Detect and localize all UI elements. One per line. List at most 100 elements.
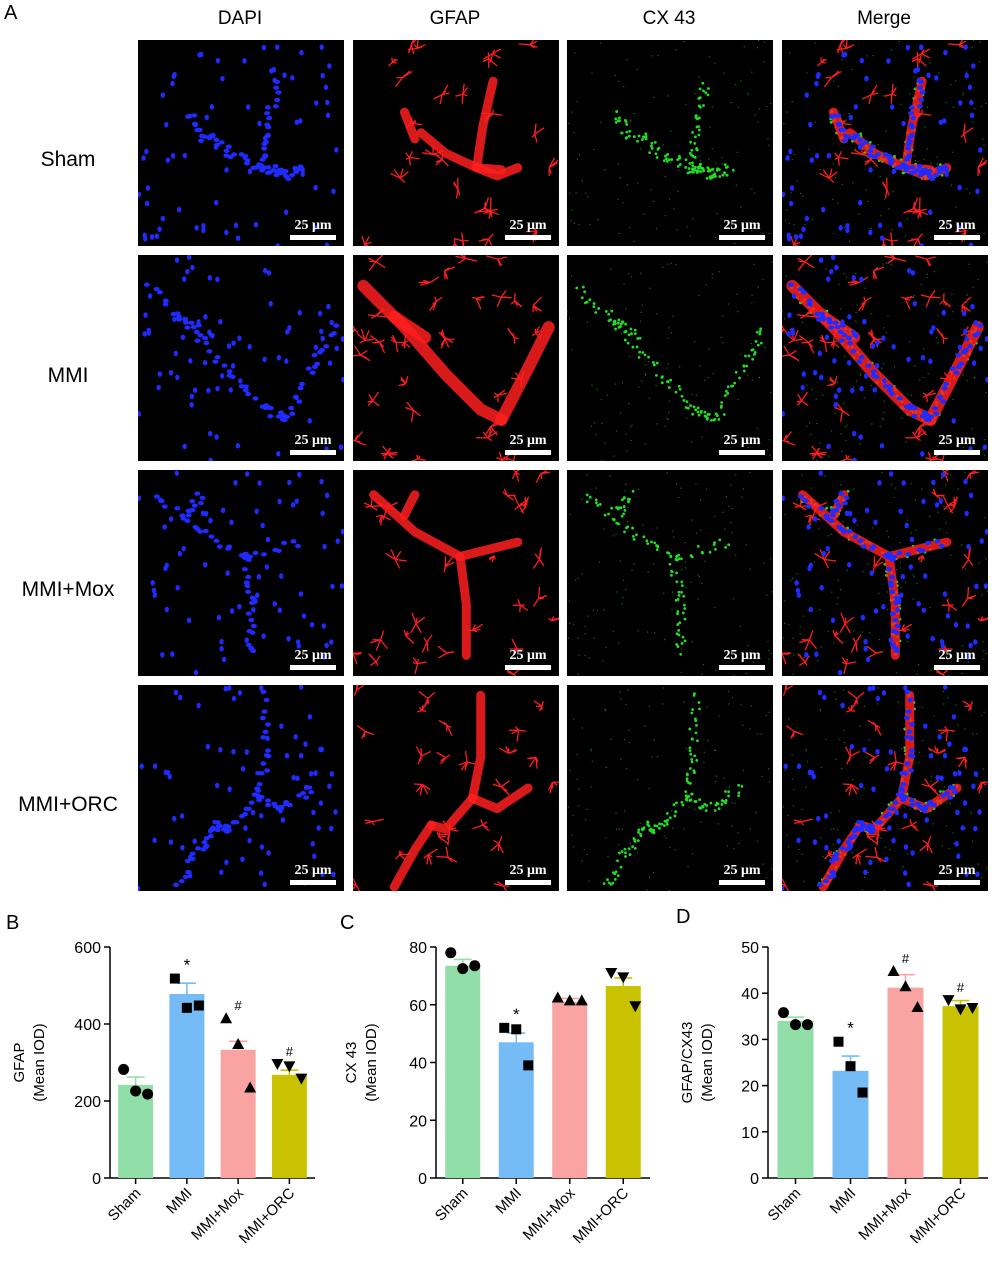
micrograph-mmi-cx43: 25 μm [567,255,773,461]
y-axis-label: GFAP/CX43 [679,1022,696,1104]
data-point [966,1002,979,1014]
scale-bar-label: 25 μm [723,218,761,233]
micrograph-mmi-orc-merge: 25 μm [782,685,988,891]
data-point [118,1063,130,1075]
scale-bar-label: 25 μm [723,863,761,878]
data-point [130,1085,142,1097]
data-point [575,994,588,1006]
scale-bar-label: 25 μm [938,863,976,878]
column-label-gfap: GFAP [429,8,481,29]
chart-gfap-cx43-ratio: 0 10 20 30 40 50 GFAP/CX43 (Mean IOD) Sham * MMI # M… [679,940,988,1248]
y-tick-label: 30 [741,1032,759,1049]
significance-marker: * [847,1019,854,1038]
scale-bar-label: 25 μm [509,863,547,878]
data-point [911,1001,924,1013]
y-tick-label: 20 [409,1113,427,1130]
significance-marker: # [902,951,910,966]
bar-sham [777,1020,814,1178]
bar-sham [445,965,481,1178]
scale-bar: 25 μm [934,648,980,670]
scale-bar-label: 25 μm [509,433,547,448]
scale-bar: 25 μm [719,648,765,670]
y-axis-label: (Mean IOD) [363,1023,380,1101]
scale-bar: 25 μm [719,863,765,885]
micrograph-mmi-mox-dapi: 25 μm [138,470,344,676]
y-tick-label: 60 [409,998,427,1015]
significance-marker: # [957,980,965,995]
data-point [833,1036,844,1047]
column-label-dapi: DAPI [217,8,263,29]
scale-bar: 25 μm [505,648,551,670]
data-point [445,947,457,959]
data-point [283,1061,296,1073]
data-point [271,1059,284,1071]
bar-mmi-mox [220,1049,256,1178]
micrograph-mmi-mox-cx43: 25 μm [567,470,773,676]
micrograph-mmi-mox-merge: 25 μm [782,470,988,676]
micrograph-sham-gfap: 25 μm [353,40,559,246]
bar-mmi-mox [887,987,924,1178]
scale-bar: 25 μm [934,433,980,455]
bar-mmi-orc [605,985,641,1178]
scale-bar-label: 25 μm [938,218,976,233]
data-point [523,1060,534,1071]
bar-sham [118,1084,154,1178]
micrograph-sham-cx43: 25 μm [567,40,773,246]
micrograph-mmi-orc-dapi: 25 μm [138,685,344,891]
micrograph-mmi-gfap: 25 μm [353,255,559,461]
scale-bar-label: 25 μm [294,648,332,663]
data-point [942,995,955,1007]
scale-bar: 25 μm [290,863,336,885]
data-point [169,973,180,984]
scale-bar-label: 25 μm [723,648,761,663]
significance-marker: * [184,956,191,975]
panel-c-label: C [340,912,355,934]
data-point [617,972,630,984]
panel-a-label: A [4,2,18,24]
panel-d-label: D [676,906,691,928]
y-tick-label: 20 [741,1079,759,1096]
y-tick-label: 40 [741,986,759,1003]
data-point [142,1088,154,1100]
data-point [629,1001,642,1013]
y-tick-label: 400 [74,1017,101,1034]
scale-bar-label: 25 μm [509,648,547,663]
scale-bar-label: 25 μm [938,648,976,663]
bar-mmi [169,993,205,1178]
x-tick-label: MMI+ORC [907,1185,970,1248]
data-point [551,991,564,1003]
data-point [563,994,576,1006]
data-point [232,1038,245,1050]
data-point [193,1000,204,1011]
x-tick-label: MMI [163,1185,196,1218]
scale-bar: 25 μm [290,433,336,455]
bar-mmi-orc [942,1006,979,1178]
scale-bar: 25 μm [505,218,551,240]
x-tick-label: Sham [105,1185,145,1225]
data-point [469,960,481,972]
scale-bar-label: 25 μm [723,433,761,448]
significance-marker: * [513,1005,520,1024]
data-point [887,965,900,977]
y-axis-label: CX 43 [343,1042,360,1084]
data-point [457,963,469,975]
x-tick-label: MMI [827,1185,860,1218]
data-point [845,1061,856,1072]
significance-marker: # [235,998,243,1013]
y-tick-label: 10 [741,1125,759,1142]
data-point [295,1073,308,1085]
scale-bar: 25 μm [290,648,336,670]
micrograph-mmi-mox-gfap: 25 μm [353,470,559,676]
x-tick-label: MMI+ORC [236,1185,299,1248]
y-tick-label: 40 [409,1056,427,1073]
x-tick-label: Sham [432,1185,472,1225]
scale-bar: 25 μm [934,863,980,885]
scale-bar: 25 μm [934,218,980,240]
y-axis-label: GFAP [11,1042,28,1082]
row-label-mmi-orc: MMI+ORC [18,793,118,816]
y-tick-label: 50 [741,940,759,957]
y-tick-label: 0 [92,1171,101,1188]
scale-bar: 25 μm [719,433,765,455]
x-tick-label: MMI+ORC [570,1185,633,1248]
